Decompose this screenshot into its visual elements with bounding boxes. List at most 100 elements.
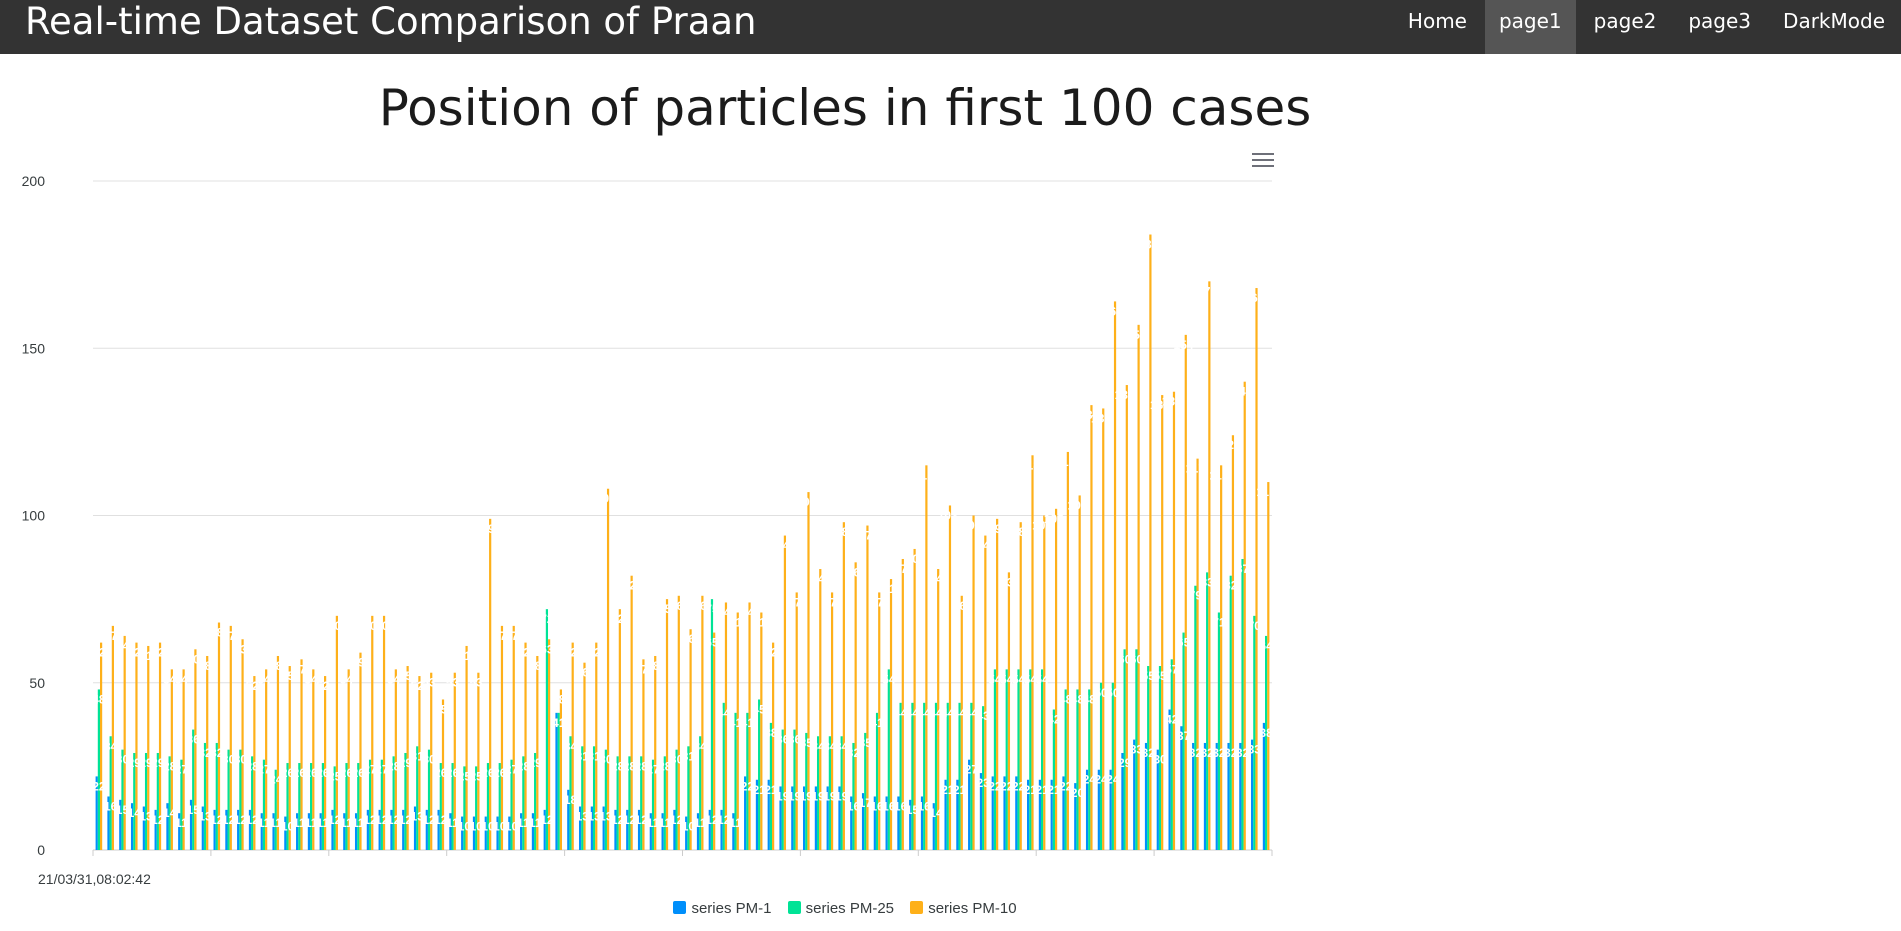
data-label-pm10: 90 <box>906 552 920 566</box>
data-label-pm25: 75 <box>705 602 719 616</box>
data-label-pm10: 99 <box>481 522 495 536</box>
data-label-pm1: 12 <box>234 813 248 827</box>
bar-pm1 <box>920 796 924 850</box>
bar-pm10 <box>996 518 999 850</box>
data-label-pm10: 94 <box>976 539 990 553</box>
bar-pm10 <box>1267 482 1270 850</box>
bar-pm10 <box>217 622 221 850</box>
data-label-pm25: 29 <box>139 756 153 770</box>
data-label-pm25: 87 <box>1236 562 1250 576</box>
data-label-pm10: 57 <box>293 662 307 676</box>
bar-pm1 <box>555 712 558 850</box>
bar-pm10 <box>842 522 845 850</box>
nav-item-page2[interactable]: page2 <box>1593 9 1657 33</box>
data-label-pm1: 16 <box>894 799 908 813</box>
data-label-pm1: 18 <box>564 793 578 807</box>
bar-pm25 <box>651 759 655 850</box>
data-label-pm1: 12 <box>434 813 448 827</box>
bar-pm1 <box>685 816 688 850</box>
bar-pm25 <box>710 599 714 850</box>
bar-pm10 <box>99 642 103 850</box>
bar-pm10 <box>606 488 610 850</box>
bar-pm1 <box>1027 779 1030 850</box>
data-label-pm25: 26 <box>304 766 318 780</box>
data-label-pm10: 64 <box>116 639 130 653</box>
bar-pm10 <box>1243 381 1246 850</box>
bar-pm25 <box>251 756 254 850</box>
data-label-pm1: 32 <box>1224 746 1238 760</box>
bar-pm10 <box>689 629 692 850</box>
bar-pm1 <box>755 779 759 850</box>
bar-pm10 <box>170 669 173 850</box>
bar-pm1 <box>968 759 971 850</box>
data-label-pm10: 62 <box>517 646 531 660</box>
data-label-pm25: 48 <box>92 692 106 706</box>
data-label-pm25: 50 <box>1094 686 1108 700</box>
bar-pm1 <box>107 796 110 850</box>
data-label-pm1: 21 <box>941 783 955 797</box>
bar-pm10 <box>206 655 209 850</box>
data-label-pm10: 117 <box>1186 462 1206 476</box>
bar-pm10 <box>807 492 810 850</box>
bar-pm1 <box>897 796 900 850</box>
nav-item-home[interactable]: Home <box>1407 9 1467 33</box>
legend-item-pm1[interactable]: series PM-1 <box>673 900 771 917</box>
data-label-pm1: 10 <box>493 820 507 834</box>
data-label-pm25: 30 <box>222 753 236 767</box>
bar-pm1 <box>909 799 912 850</box>
nav-item-page1[interactable]: page1 <box>1484 0 1576 54</box>
y-tick-label: 200 <box>22 173 46 189</box>
data-label-pm10: 67 <box>505 629 519 643</box>
nav-item-darkmode[interactable]: DarkMode <box>1783 9 1885 33</box>
legend-swatch <box>787 901 801 914</box>
data-label-pm1: 15 <box>906 803 920 817</box>
bar-pm1 <box>225 809 228 850</box>
bar-pm25 <box>380 759 383 850</box>
chart-title: Position of particles in first 100 cases <box>378 79 1312 137</box>
data-label-pm25: 60 <box>1118 652 1132 666</box>
bar-pm25 <box>262 759 266 850</box>
navbar-brand[interactable]: Real-time Dataset Comparison of Praan <box>25 0 757 43</box>
bar-pm25 <box>640 756 643 850</box>
data-label-pm25: 48 <box>1059 692 1073 706</box>
bar-pm1 <box>956 779 959 850</box>
bar-pm1 <box>1156 749 1159 850</box>
data-label-pm1: 12 <box>375 813 389 827</box>
data-label-pm1: 12 <box>670 813 684 827</box>
data-label-pm1: 12 <box>611 813 625 827</box>
data-label-pm10: 83 <box>1000 575 1014 589</box>
bar-pm25 <box>769 722 773 850</box>
bar-pm1 <box>437 809 440 850</box>
bar-pm25 <box>840 736 843 850</box>
bar-pm25 <box>1064 689 1067 850</box>
bar-pm1 <box>390 809 393 850</box>
legend-item-pm25[interactable]: series PM-25 <box>787 900 894 917</box>
data-label-pm1: 23 <box>976 776 990 790</box>
bar-pm10 <box>1090 405 1093 850</box>
nav-item-page3[interactable]: page3 <box>1688 9 1752 33</box>
data-label-pm10: 99 <box>988 522 1002 536</box>
bar-pm25 <box>463 766 466 850</box>
bar-pm1 <box>237 809 240 850</box>
bar-pm25 <box>781 729 784 850</box>
bar-pm1 <box>696 813 700 850</box>
data-label-pm10: 52 <box>316 679 330 693</box>
bar-pm1 <box>991 776 994 850</box>
bar-pm1 <box>1133 739 1136 850</box>
bar-pm25 <box>746 712 749 850</box>
data-label-pm25: 25 <box>458 769 472 783</box>
bar-pm25 <box>133 752 136 850</box>
data-label-pm10: 184 <box>1138 238 1158 252</box>
chart-legend: series PM-1 series PM-25 series PM-10 <box>0 900 1690 917</box>
data-label-pm25: 43 <box>976 709 990 723</box>
data-label-pm1: 17 <box>859 796 873 810</box>
bar-pm25 <box>758 699 761 850</box>
legend-item-pm10[interactable]: series PM-10 <box>910 900 1017 917</box>
data-label-pm10: 100 <box>1032 519 1052 533</box>
hamburger-menu-icon[interactable] <box>1252 153 1274 169</box>
data-label-pm25: 55 <box>1142 669 1156 683</box>
data-label-pm1: 12 <box>422 813 436 827</box>
data-label-pm1: 11 <box>258 816 271 830</box>
bar-pm1 <box>637 809 641 850</box>
bar-pm25 <box>852 742 855 850</box>
